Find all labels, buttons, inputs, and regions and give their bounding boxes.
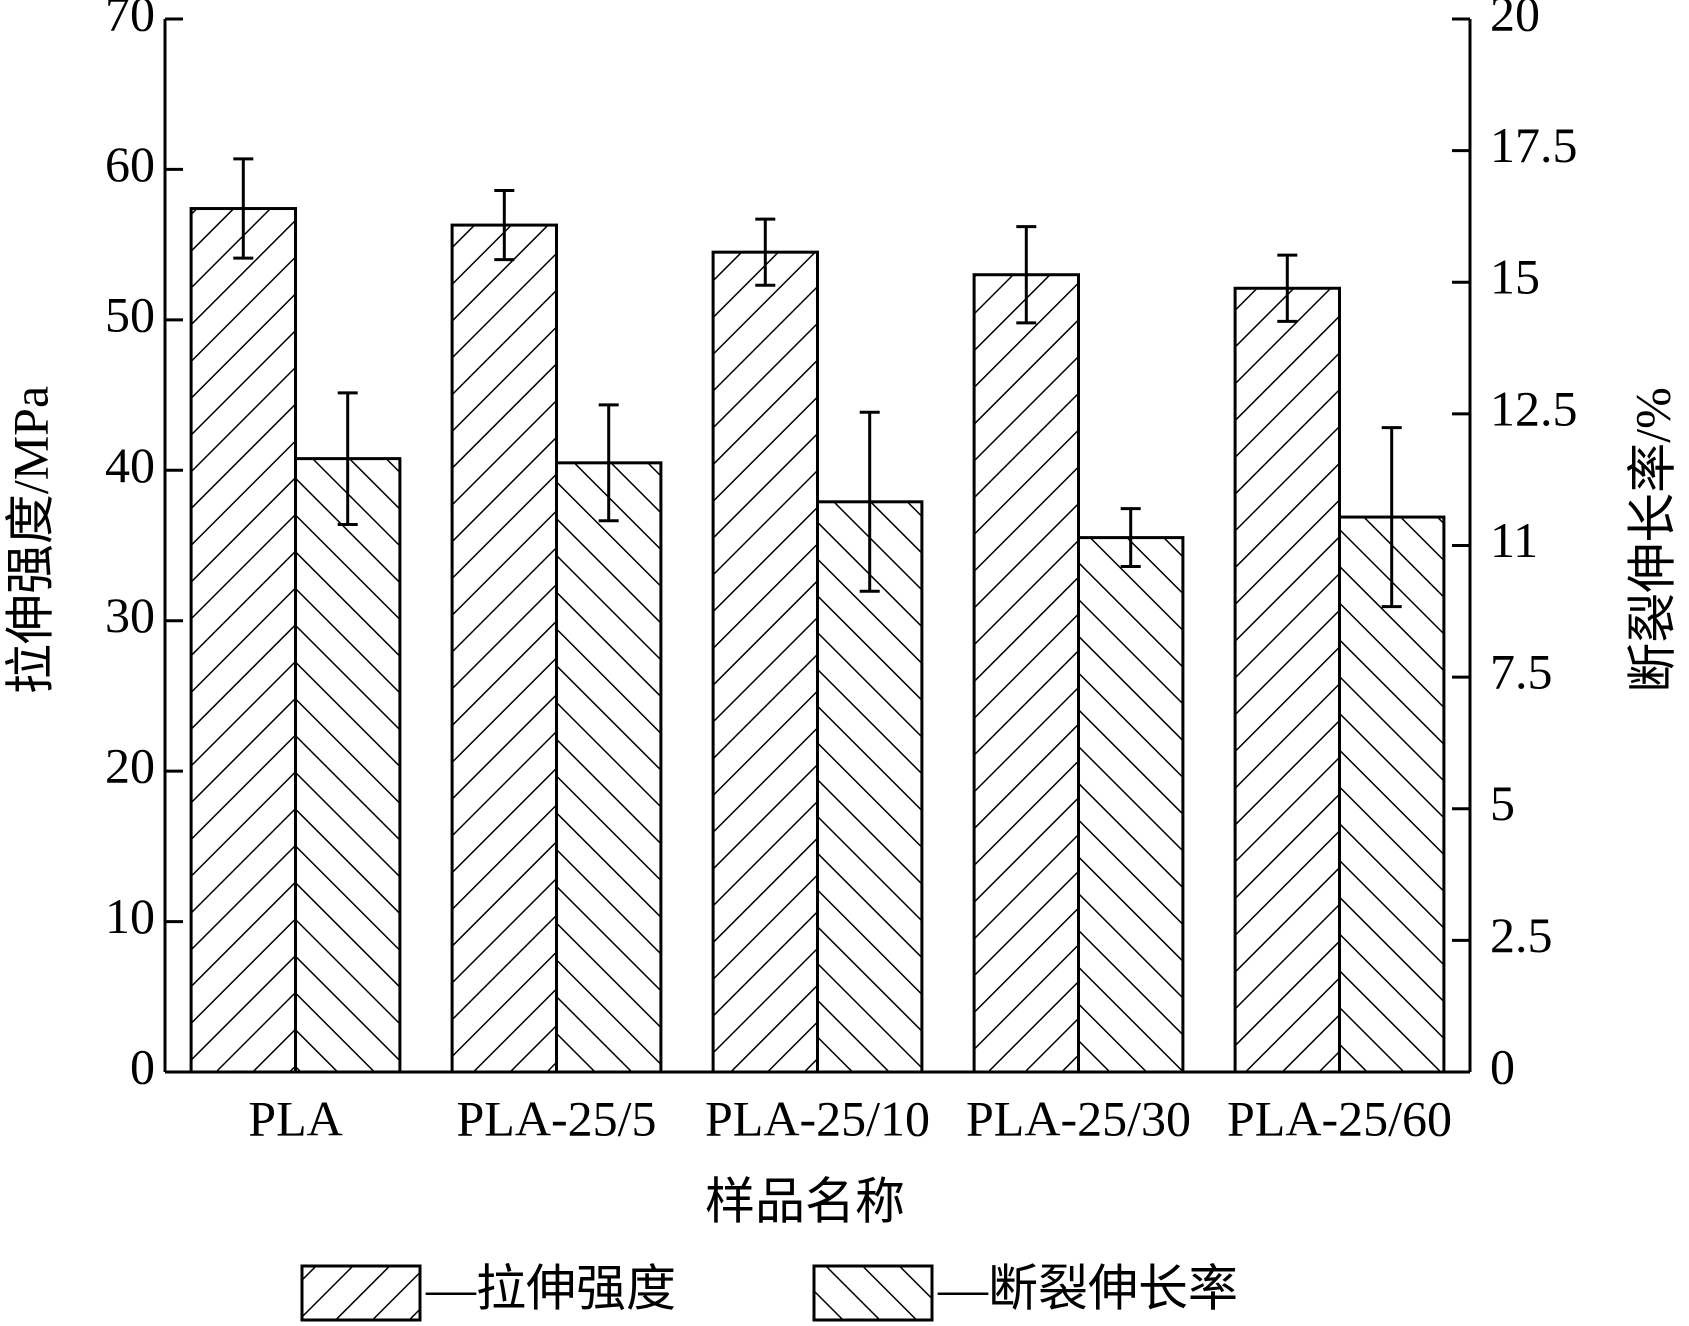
- bar: [1233, 286, 1341, 1074]
- bar: [555, 461, 663, 1074]
- y-axis-title: 拉伸强度/MPa: [2, 386, 58, 694]
- x-tick-label: PLA-25/10: [705, 1090, 930, 1146]
- bar: [189, 207, 298, 1074]
- x-tick-label: PLA: [248, 1090, 342, 1146]
- bar: [711, 250, 819, 1074]
- y-tick-label: 40: [105, 437, 155, 493]
- y-tick-label: 10: [105, 888, 155, 944]
- y-tick-label: 20: [105, 738, 155, 794]
- y-tick-label: 50: [105, 286, 155, 342]
- bar: [1077, 536, 1185, 1074]
- legend-label: —断裂伸长率: [937, 1260, 1238, 1316]
- y2-axis-title: 断裂伸长率/%: [1624, 387, 1680, 693]
- x-tick-label: PLA-25/60: [1227, 1090, 1452, 1146]
- y2-tick-label: 12.5: [1490, 380, 1578, 436]
- y2-tick-label: 15: [1490, 249, 1540, 305]
- x-axis-title: 样品名称: [705, 1173, 905, 1229]
- y2-tick-label: 0: [1490, 1038, 1515, 1094]
- y-tick-label: 70: [105, 0, 155, 41]
- legend-label: —拉伸强度: [425, 1260, 676, 1316]
- legend-swatch: [300, 1264, 422, 1322]
- y2-tick-label: 17.5: [1490, 117, 1578, 173]
- y-tick-label: 30: [105, 587, 155, 643]
- bar: [294, 457, 402, 1074]
- y-tick-label: 0: [130, 1038, 155, 1094]
- y2-tick-label: 5: [1490, 775, 1515, 831]
- y2-tick-label: 11: [1490, 512, 1538, 568]
- y-tick-label: 60: [105, 136, 155, 192]
- y2-tick-label: 7.5: [1490, 644, 1553, 700]
- bar: [450, 223, 559, 1074]
- x-tick-label: PLA-25/5: [457, 1090, 657, 1146]
- bar: [1338, 515, 1446, 1074]
- y2-tick-label: 20: [1490, 0, 1540, 41]
- y2-tick-label: 2.5: [1490, 907, 1553, 963]
- legend-swatch: [812, 1264, 934, 1322]
- x-tick-label: PLA-25/30: [966, 1090, 1191, 1146]
- bar: [972, 273, 1080, 1074]
